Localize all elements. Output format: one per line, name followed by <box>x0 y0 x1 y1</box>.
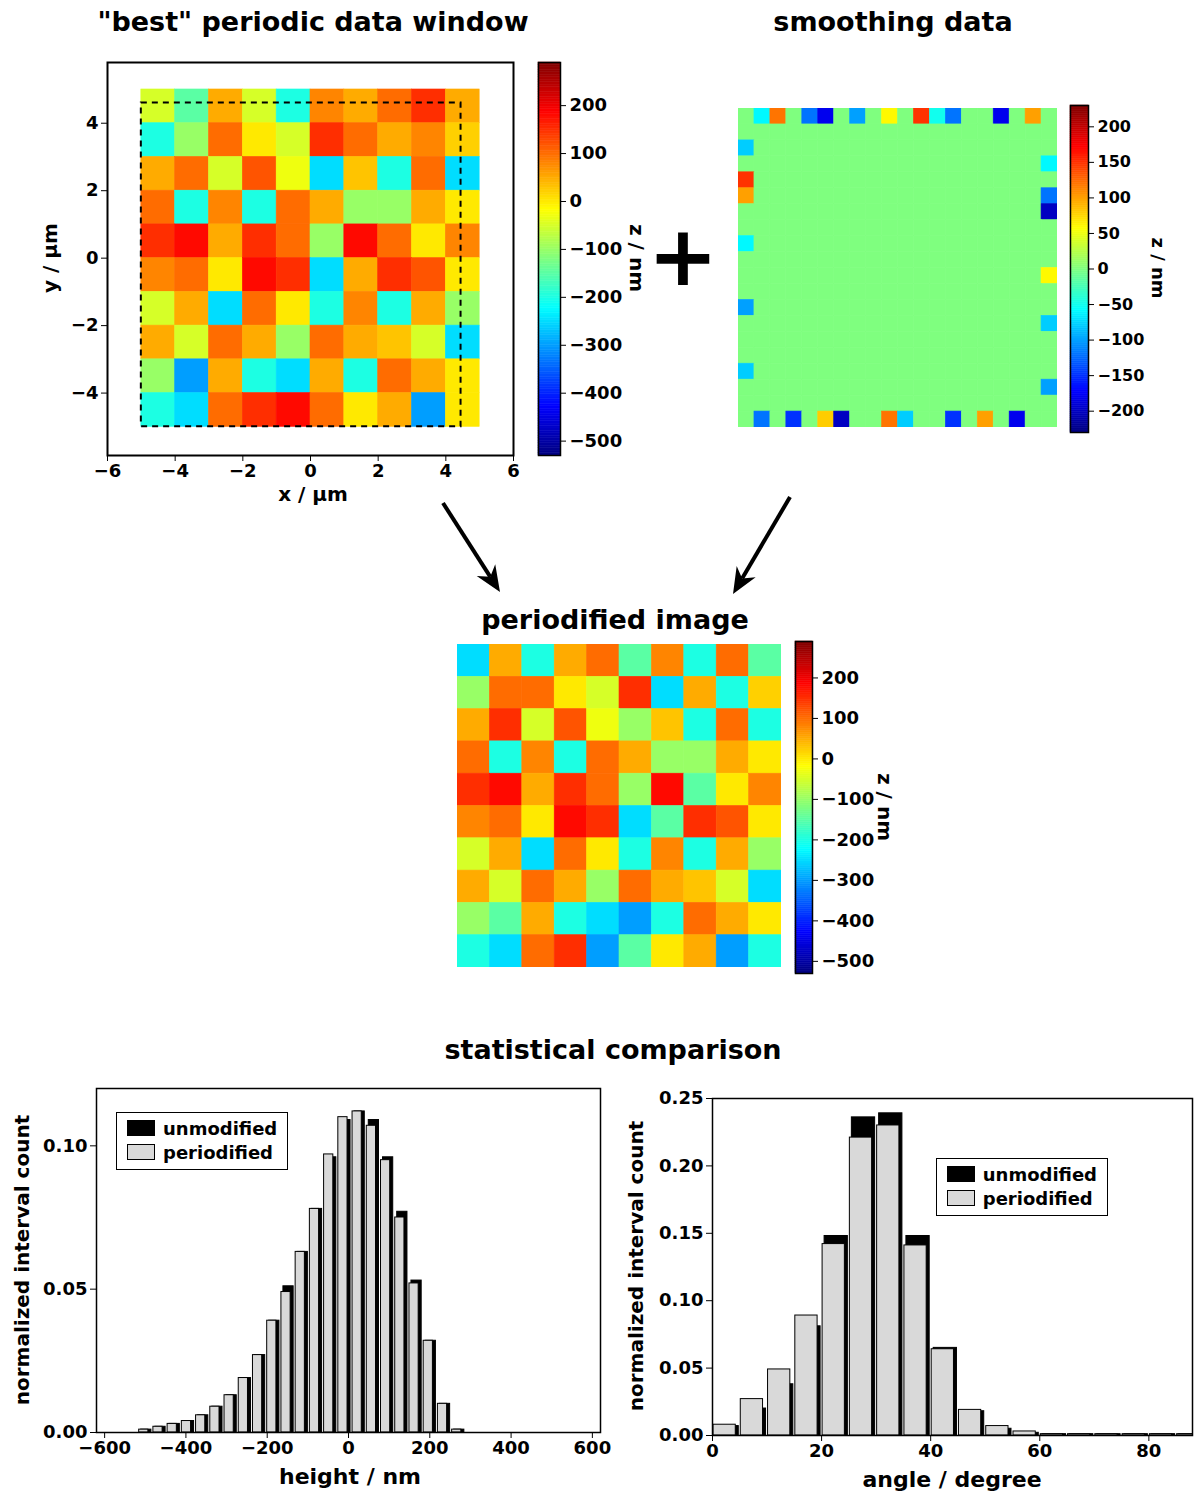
svg-text:0.05: 0.05 <box>43 1278 87 1299</box>
svg-text:−400: −400 <box>160 1437 213 1458</box>
svg-text:z / nm: z / nm <box>873 773 897 841</box>
svg-text:z / nm: z / nm <box>1148 237 1169 298</box>
svg-text:40: 40 <box>918 1440 943 1461</box>
svg-text:4: 4 <box>440 460 453 481</box>
svg-text:x / µm: x / µm <box>278 482 348 506</box>
html-text:unmodified: unmodified <box>163 1118 278 1139</box>
svg-text:angle / degree: angle / degree <box>862 1467 1041 1492</box>
svg-text:0: 0 <box>86 247 99 268</box>
svg-text:0.15: 0.15 <box>659 1222 703 1243</box>
svg-text:20: 20 <box>809 1440 834 1461</box>
svg-text:−100: −100 <box>570 238 623 259</box>
svg-text:2: 2 <box>86 179 99 200</box>
svg-text:−200: −200 <box>241 1437 294 1458</box>
svg-text:−100: −100 <box>822 788 875 809</box>
svg-text:0.10: 0.10 <box>43 1135 87 1156</box>
svg-text:0: 0 <box>570 190 583 211</box>
svg-text:400: 400 <box>492 1437 530 1458</box>
svg-text:60: 60 <box>1027 1440 1052 1461</box>
svg-text:−200: −200 <box>1098 401 1145 420</box>
svg-text:y / µm: y / µm <box>38 223 62 293</box>
svg-text:0: 0 <box>304 460 317 481</box>
html-text:periodified image: periodified image <box>481 604 749 635</box>
svg-text:150: 150 <box>1098 152 1131 171</box>
svg-text:−6: −6 <box>94 460 122 481</box>
svg-text:−300: −300 <box>570 334 623 355</box>
svg-text:100: 100 <box>570 142 608 163</box>
svg-text:0.10: 0.10 <box>659 1289 703 1310</box>
svg-text:−100: −100 <box>1098 330 1145 349</box>
html-text:unmodified: unmodified <box>982 1164 1097 1185</box>
svg-text:−2: −2 <box>229 460 257 481</box>
svg-text:−4: −4 <box>161 460 189 481</box>
svg-text:−4: −4 <box>71 382 99 403</box>
svg-text:normalized interval count: normalized interval count <box>624 1120 648 1411</box>
svg-text:−200: −200 <box>822 829 875 850</box>
html-text:periodified: periodified <box>163 1142 273 1163</box>
svg-text:80: 80 <box>1136 1440 1161 1461</box>
svg-text:−2: −2 <box>71 314 99 335</box>
svg-text:200: 200 <box>570 94 608 115</box>
svg-text:100: 100 <box>1098 188 1131 207</box>
svg-text:0.20: 0.20 <box>659 1155 703 1176</box>
svg-text:0.00: 0.00 <box>43 1421 88 1443</box>
svg-text:600: 600 <box>574 1437 612 1458</box>
svg-text:6: 6 <box>507 460 520 481</box>
svg-text:z / nm: z / nm <box>625 224 649 292</box>
svg-text:200: 200 <box>1098 117 1131 136</box>
svg-text:−150: −150 <box>1098 366 1145 385</box>
svg-text:−500: −500 <box>822 950 875 971</box>
svg-text:+: + <box>648 207 718 305</box>
svg-text:−400: −400 <box>570 382 623 403</box>
html-text:statistical comparison: statistical comparison <box>444 1034 782 1065</box>
svg-text:−200: −200 <box>570 286 623 307</box>
svg-text:−600: −600 <box>78 1437 131 1458</box>
svg-text:0: 0 <box>706 1440 719 1461</box>
svg-text:100: 100 <box>822 707 860 728</box>
svg-text:−50: −50 <box>1098 295 1134 314</box>
svg-text:0: 0 <box>1098 259 1109 278</box>
svg-text:−400: −400 <box>822 910 875 931</box>
svg-text:−300: −300 <box>822 869 875 890</box>
html-text:"best" periodic data window: "best" periodic data window <box>97 6 529 37</box>
html-text:smoothing data: smoothing data <box>773 6 1013 37</box>
svg-text:normalized interval count: normalized interval count <box>10 1114 34 1405</box>
svg-text:height / nm: height / nm <box>279 1464 421 1489</box>
svg-text:0: 0 <box>822 748 835 769</box>
html-text:periodified: periodified <box>982 1188 1093 1209</box>
svg-text:−500: −500 <box>570 430 623 451</box>
svg-text:0.05: 0.05 <box>659 1357 703 1378</box>
svg-text:200: 200 <box>822 667 860 688</box>
svg-text:4: 4 <box>86 112 99 133</box>
svg-text:50: 50 <box>1098 224 1120 243</box>
svg-text:2: 2 <box>372 460 385 481</box>
svg-text:0: 0 <box>342 1437 355 1458</box>
svg-text:0.00: 0.00 <box>659 1424 703 1445</box>
svg-text:0.25: 0.25 <box>659 1087 703 1108</box>
svg-text:200: 200 <box>411 1437 449 1458</box>
